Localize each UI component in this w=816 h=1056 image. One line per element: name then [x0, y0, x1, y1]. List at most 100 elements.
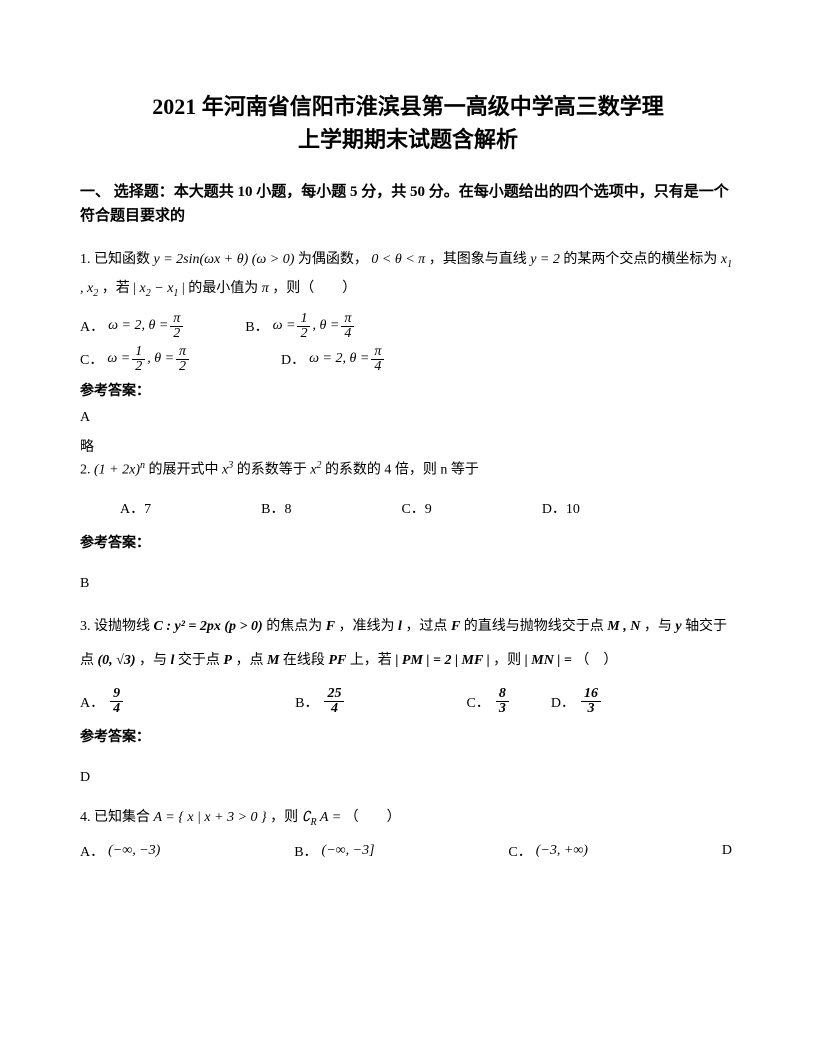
q1-optD-frac: π 4: [371, 345, 384, 374]
q2-prefix: 2.: [80, 462, 94, 477]
q1-optB-frac1: 1 2: [297, 312, 310, 341]
q1-expr3: y = 2: [530, 252, 560, 267]
q3-optD-frac: 16 3: [581, 687, 601, 716]
q1-option-b: B． ω = 1 2 , θ = π 4: [245, 312, 356, 341]
q2-expr1: (1 + 2x): [94, 462, 140, 477]
q3-abs1: | PM | = 2 | MF |: [395, 653, 489, 668]
q1-optA-label: A．: [80, 316, 104, 336]
q1-tail: ，则（ ）: [272, 281, 356, 296]
q1-e5s2: 1: [173, 288, 178, 299]
q1-optB-mid: , θ =: [312, 318, 339, 334]
q1-optB-label: B．: [245, 316, 268, 336]
q3-F1: F: [326, 619, 335, 634]
q3-option-a: A． 9 4: [80, 687, 125, 716]
q3-optA-frac: 9 4: [110, 687, 123, 716]
q3-mid11: 上，若: [350, 653, 396, 668]
q2-option-b: B．8: [261, 498, 291, 518]
q2-tail: 的系数的 4 倍，则 n 等于: [325, 462, 479, 477]
q4-optA-text: (−∞, −3): [108, 843, 160, 859]
q4-optA-label: A．: [80, 841, 104, 861]
q1-expr2: 0 < θ < π: [371, 252, 425, 267]
q3-M: M: [267, 653, 279, 668]
q4-tail: （ ）: [345, 810, 401, 825]
q1-optA-den: 2: [170, 327, 183, 341]
q3-option-c: C． 8 3: [466, 687, 510, 716]
q2-expr2-sup: 3: [228, 460, 233, 471]
q3-mid9: ，点: [235, 653, 267, 668]
q3-mid5: ，与: [644, 619, 676, 634]
q4-optC-label: C．: [508, 841, 531, 861]
q1-mid1: 为偶函数，: [298, 252, 368, 267]
q3-optD-den: 3: [584, 702, 597, 716]
q3-option-d: D． 16 3: [551, 687, 603, 716]
q1-optB-den1: 2: [297, 327, 310, 341]
q4-mid1: ，则: [270, 810, 302, 825]
q3-options: A． 9 4 B． 25 4 C． 8 3 D． 16 3: [80, 687, 736, 716]
q3-optA-den: 4: [110, 702, 123, 716]
question-1: 1. 已知函数 y = 2sin(ωx + θ) (ω > 0) 为偶函数， 0…: [80, 246, 736, 304]
q4-option-b: B． (−∞, −3]: [294, 841, 374, 861]
q1-optC-num1: 1: [132, 345, 145, 360]
q3-optB-frac: 25 4: [324, 687, 344, 716]
q3-mid2: ，准线为: [339, 619, 399, 634]
q3-l1: l: [398, 619, 402, 634]
q1-optB-num1: 1: [297, 312, 310, 327]
q1-option-a: A． ω = 2, θ = π 2: [80, 312, 185, 341]
q3-abs2: | MN | =: [525, 653, 572, 668]
q3-optD-num: 16: [581, 687, 601, 702]
q2-answer-label: 参考答案：: [80, 532, 736, 552]
q2-option-c: C．9: [401, 498, 431, 518]
q3-P: P: [223, 653, 232, 668]
q3-mid12: ，则: [493, 653, 525, 668]
q1-answer: A: [80, 410, 736, 426]
q1-options-row2: C． ω = 1 2 , θ = π 2 D． ω = 2, θ = π 4: [80, 345, 736, 374]
q1-optA-text: ω = 2, θ =: [108, 318, 168, 334]
question-2: 2. (1 + 2x)n 的展开式中 x3 的系数等于 x2 的系数的 4 倍，…: [80, 456, 736, 485]
q3-mid10: 在线段: [283, 653, 329, 668]
q1-e5m: −: [151, 281, 167, 296]
exam-title: 2021 年河南省信阳市淮滨县第一高级中学高三数学理 上学期期末试题含解析: [80, 90, 736, 156]
q3-mid1: 的焦点为: [266, 619, 326, 634]
q2-answer: B: [80, 576, 736, 592]
q3-y: y: [675, 619, 681, 634]
q4-expr2b: A =: [317, 810, 342, 825]
q4-options: A． (−∞, −3) B． (−∞, −3] C． (−3, +∞) D: [80, 841, 736, 861]
q3-MN: M , N: [607, 619, 640, 634]
q1-optD-text: ω = 2, θ =: [309, 351, 369, 367]
q2-options: A．7 B．8 C．9 D．10: [80, 498, 736, 518]
q1-options-row1: A． ω = 2, θ = π 2 B． ω = 1 2 , θ = π 4: [80, 312, 736, 341]
q3-optC-den: 3: [496, 702, 509, 716]
q1-optC-den2: 2: [176, 360, 189, 374]
q1-comma: ,: [80, 281, 87, 296]
q3-pt: (0, √3): [98, 653, 136, 668]
q4-option-d: D: [722, 843, 736, 859]
q1-mid4: ，若 |: [102, 281, 140, 296]
q1-optC-frac1: 1 2: [132, 345, 145, 374]
q3-option-b: B． 25 4: [295, 687, 346, 716]
q4-optB-text: (−∞, −3]: [322, 843, 375, 859]
q1-optC-label: C．: [80, 349, 103, 369]
q3-mid3: ，过点: [405, 619, 451, 634]
q4-optB-label: B．: [294, 841, 317, 861]
q3-answer: D: [80, 770, 736, 786]
q1-x1sub: 1: [727, 259, 732, 270]
q3-mid4: 的直线与抛物线交于点: [464, 619, 608, 634]
q4-optC-text: (−3, +∞): [536, 843, 588, 859]
q2-option-a: A．7: [120, 498, 151, 518]
q1-option-d: D． ω = 2, θ = π 4: [281, 345, 386, 374]
q3-PF: PF: [328, 653, 346, 668]
q1-optD-den: 4: [371, 360, 384, 374]
q1-optB-frac2: π 4: [341, 312, 354, 341]
question-4: 4. 已知集合 A = { x | x + 3 > 0 } ，则 ∁R A = …: [80, 804, 736, 833]
q1-prefix: 1. 已知函数: [80, 252, 154, 267]
q1-optB-num2: π: [341, 312, 354, 327]
q4-expr1: A = { x | x + 3 > 0 }: [154, 810, 267, 825]
q1-expr1: y = 2sin(ωx + θ) (ω > 0): [154, 252, 295, 267]
q1-optD-label: D．: [281, 349, 305, 369]
q1-optD-num: π: [371, 345, 384, 360]
q1-optC-frac2: π 2: [176, 345, 189, 374]
q3-answer-label: 参考答案：: [80, 726, 736, 746]
q3-optC-num: 8: [496, 687, 509, 702]
q3-optA-num: 9: [110, 687, 123, 702]
q1-optC-den1: 2: [132, 360, 145, 374]
